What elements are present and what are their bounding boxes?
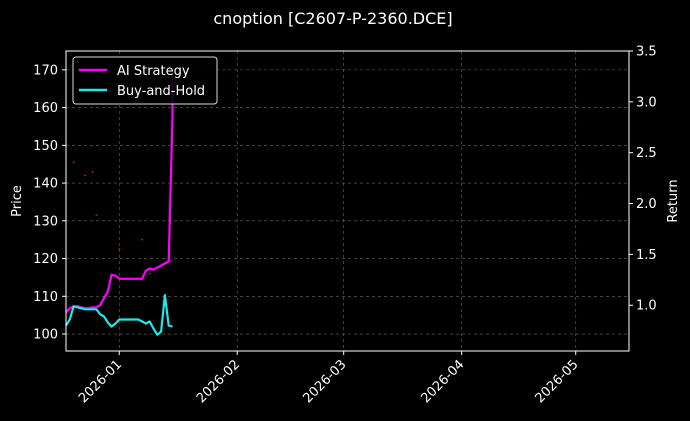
y-axis-label-left: Price [10,185,25,217]
right-axis: 1.0 1.5 2.0 2.5 3.0 3.5 [629,45,657,314]
scatter-point [95,214,98,217]
grid [66,51,629,351]
scatter-point [84,174,86,177]
y-tick-label-left: 160 [33,101,58,116]
scatter-markers [72,161,151,275]
y-tick-label-left: 140 [33,177,58,192]
y-tick-label-right: 2.5 [636,146,657,161]
x-tick-label: 2026-03 [301,357,350,406]
legend: AI Strategy Buy-and-Hold [72,56,218,105]
y-tick-label-left: 130 [33,214,58,229]
x-tick-label: 2026-05 [533,357,582,406]
y-tick-label-left: 110 [33,290,58,305]
y-axis-label-right: Return [666,179,681,222]
x-tick-label: 2026-01 [76,357,125,406]
plot-frame [65,50,630,352]
y-tick-label-left: 170 [33,63,58,78]
y-tick-label-right: 2.0 [636,197,657,212]
y-tick-label-right: 1.0 [636,299,657,314]
scatter-point [118,248,121,251]
left-axis: 100 110 120 130 140 150 160 170 [33,63,66,343]
series-lines [65,74,174,336]
y-tick-label-left: 100 [33,328,58,343]
chart-title: cnoption [C2607-P-2360.DCE] [213,9,452,28]
legend-label-ai-strategy: AI Strategy [117,64,190,79]
scatter-point [91,170,94,173]
x-axis: 2026-01 2026-02 2026-03 2026-04 2026-05 [76,351,582,406]
legend-box [72,56,218,105]
x-tick-label: 2026-02 [194,357,243,406]
y-tick-label-left: 150 [33,139,58,154]
series-line-ai-strategy [65,74,174,314]
legend-label-buy-and-hold: Buy-and-Hold [117,84,205,99]
y-tick-label-right: 3.0 [636,95,657,110]
scatter-point [141,238,143,241]
y-tick-label-right: 3.5 [636,45,657,60]
x-tick-label: 2026-04 [418,357,467,406]
y-tick-label-left: 120 [33,252,58,267]
scatter-point [148,272,151,275]
y-tick-label-right: 1.5 [636,248,657,263]
series-line-buy-and-hold [65,294,173,336]
scatter-point [72,161,75,164]
